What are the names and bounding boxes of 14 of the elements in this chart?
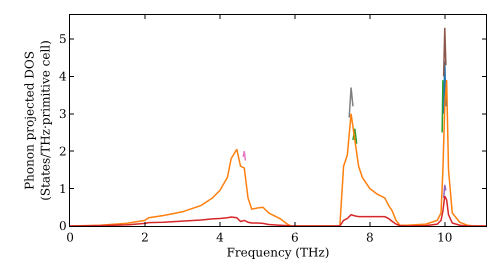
x-axis-title: Frequency (THz) <box>226 245 330 260</box>
y-tick-label: 1 <box>58 182 67 196</box>
x-tick-label: 10 <box>437 230 452 244</box>
y-tick-label: 4 <box>58 70 67 84</box>
y-tick-label: 5 <box>58 32 67 46</box>
x-tick-label: 2 <box>141 230 149 244</box>
x-tick-label: 8 <box>366 230 374 244</box>
y-tick-label: 3 <box>58 106 67 121</box>
x-tick-label: 6 <box>291 230 299 244</box>
x-tick-label: 4 <box>216 230 224 244</box>
y-tick-label: 2 <box>58 144 67 158</box>
y-axis-title: Phonon projected DOS (States/THz·primitive cell) <box>22 40 52 201</box>
line-series <box>70 195 486 226</box>
y-tick-label: 0 <box>58 219 67 234</box>
